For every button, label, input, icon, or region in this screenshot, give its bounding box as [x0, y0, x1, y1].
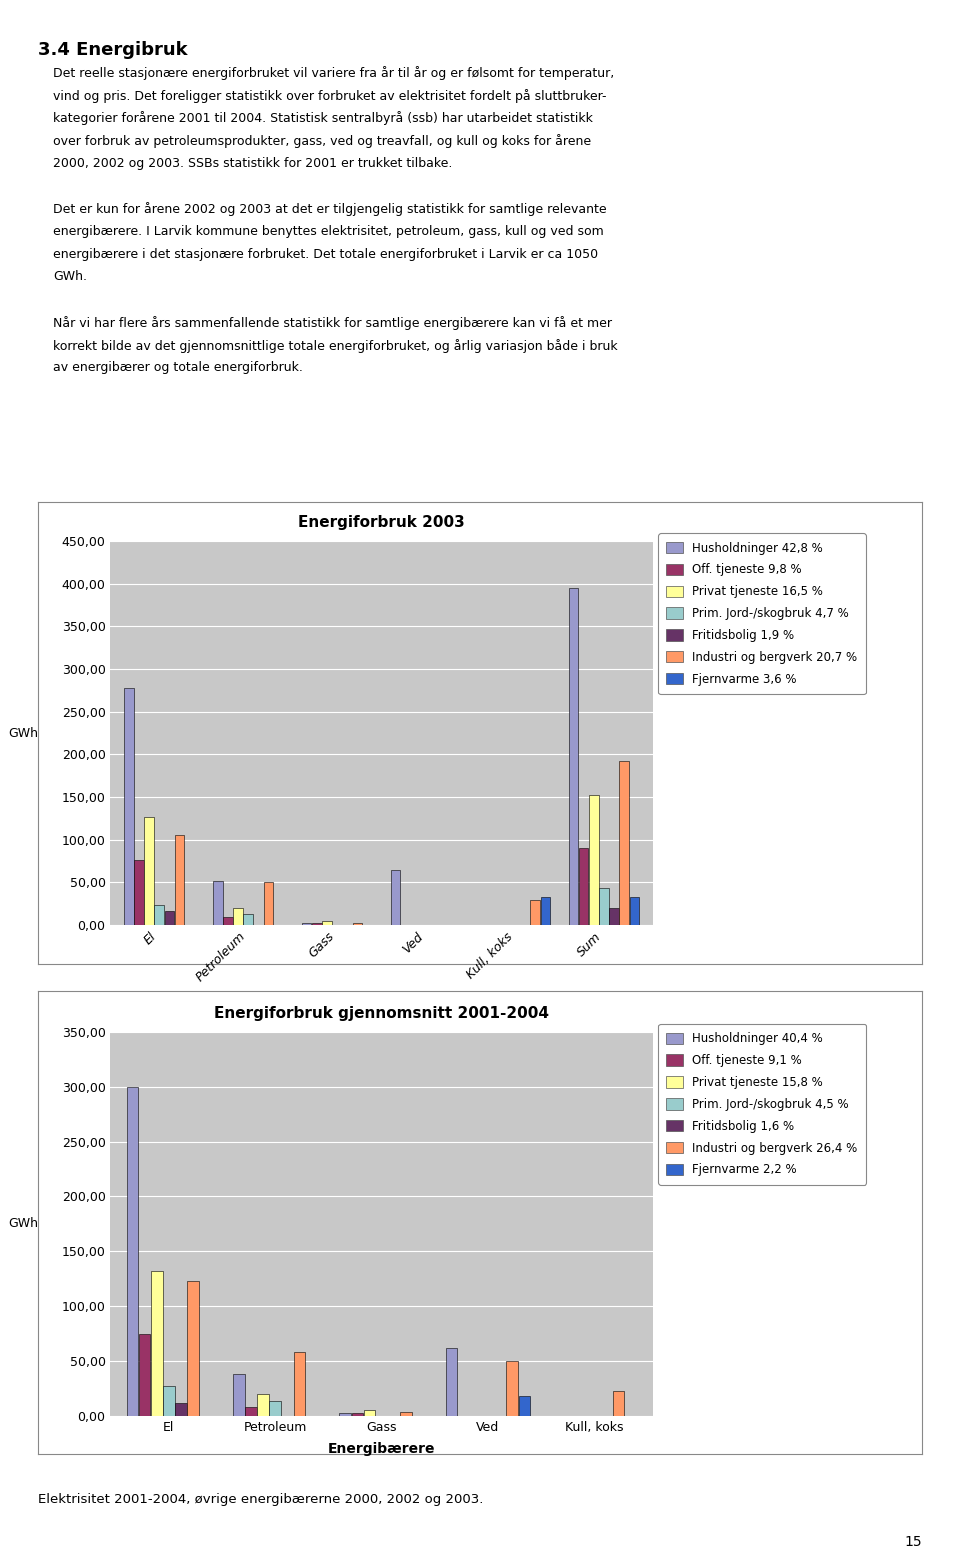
Y-axis label: GWh: GWh [8, 1217, 37, 1231]
Bar [223, 917, 232, 925]
Bar [630, 897, 639, 925]
Bar [139, 1333, 151, 1416]
Bar [518, 1396, 530, 1416]
Bar [610, 908, 619, 925]
Text: korrekt bilde av det gjennomsnittlige totale energiforbruket, og årlig variasjon: korrekt bilde av det gjennomsnittlige to… [53, 339, 617, 353]
Bar [163, 1386, 175, 1416]
Title: Energiforbruk 2003: Energiforbruk 2003 [299, 514, 465, 530]
Y-axis label: GWh: GWh [8, 726, 37, 740]
Bar [364, 1411, 375, 1416]
Text: energibærere i det stasjonære forbruket. Det totale energiforbruket i Larvik er : energibærere i det stasjonære forbruket.… [53, 248, 598, 260]
Text: Det reelle stasjonære energiforbruket vil variere fra år til år og er følsomt fo: Det reelle stasjonære energiforbruket vi… [53, 66, 614, 80]
Bar [233, 908, 243, 925]
Bar [175, 834, 184, 925]
Title: Energiforbruk gjennomsnitt 2001-2004: Energiforbruk gjennomsnitt 2001-2004 [214, 1005, 549, 1021]
Bar [340, 1413, 351, 1416]
Text: vind og pris. Det foreligger statistikk over forbruket av elektrisitet fordelt p: vind og pris. Det foreligger statistikk … [53, 89, 607, 102]
Text: over forbruk av petroleumsprodukter, gass, ved og treavfall, og kull og koks for: over forbruk av petroleumsprodukter, gas… [53, 135, 591, 147]
Text: 2000, 2002 og 2003. SSBs statistikk for 2001 er trukket tilbake.: 2000, 2002 og 2003. SSBs statistikk for … [53, 157, 452, 169]
Bar [176, 1403, 187, 1416]
Bar [155, 905, 164, 925]
Bar [294, 1352, 305, 1416]
Bar [568, 588, 578, 925]
Bar [312, 924, 322, 925]
Bar [531, 900, 540, 925]
Bar [233, 1374, 245, 1416]
Text: kategorier forårene 2001 til 2004. Statistisk sentralbyrå (ssb) har utarbeidet s: kategorier forårene 2001 til 2004. Stati… [53, 111, 592, 125]
Bar [213, 881, 223, 925]
Bar [352, 922, 362, 925]
Bar [270, 1400, 281, 1416]
Text: Det er kun for årene 2002 og 2003 at det er tilgjengelig statistikk for samtlige: Det er kun for årene 2002 og 2003 at det… [53, 202, 607, 216]
Bar [351, 1413, 363, 1416]
Bar [619, 760, 629, 925]
Bar [144, 817, 154, 925]
Bar [391, 870, 400, 925]
Bar [588, 795, 599, 925]
Text: av energibærer og totale energiforbruk.: av energibærer og totale energiforbruk. [53, 362, 302, 375]
Text: 15: 15 [904, 1535, 922, 1549]
Bar [540, 897, 550, 925]
Bar [301, 922, 311, 925]
X-axis label: Energibærere: Energibærere [328, 993, 435, 1007]
Bar [264, 883, 274, 925]
Text: energibærere. I Larvik kommune benyttes elektrisitet, petroleum, gass, kull og v: energibærere. I Larvik kommune benyttes … [53, 226, 604, 238]
Bar [323, 920, 332, 925]
Bar [134, 861, 144, 925]
Bar [507, 1361, 518, 1416]
Bar [245, 1406, 256, 1416]
Bar [599, 889, 609, 925]
Bar [124, 688, 133, 925]
X-axis label: Energibærere: Energibærere [328, 1443, 435, 1457]
Bar [612, 1391, 624, 1416]
Bar [579, 848, 588, 925]
Bar [400, 1411, 412, 1416]
Bar [257, 1394, 269, 1416]
Bar [187, 1281, 199, 1416]
Bar [244, 914, 253, 925]
Text: Når vi har flere års sammenfallende statistikk for samtlige energibærere kan vi : Når vi har flere års sammenfallende stat… [53, 317, 612, 329]
Text: 3.4 Energibruk: 3.4 Energibruk [38, 41, 188, 58]
Bar [127, 1087, 138, 1416]
Text: GWh.: GWh. [53, 271, 86, 284]
Legend: Husholdninger 42,8 %, Off. tjeneste 9,8 %, Privat tjeneste 16,5 %, Prim. Jord-/s: Husholdninger 42,8 %, Off. tjeneste 9,8 … [659, 533, 866, 695]
Bar [151, 1272, 162, 1416]
Bar [445, 1348, 457, 1416]
Text: Elektrisitet 2001-2004, øvrige energibærerne 2000, 2002 og 2003.: Elektrisitet 2001-2004, øvrige energibær… [38, 1493, 484, 1505]
Legend: Husholdninger 40,4 %, Off. tjeneste 9,1 %, Privat tjeneste 15,8 %, Prim. Jord-/s: Husholdninger 40,4 %, Off. tjeneste 9,1 … [659, 1024, 866, 1185]
Bar [165, 911, 175, 925]
